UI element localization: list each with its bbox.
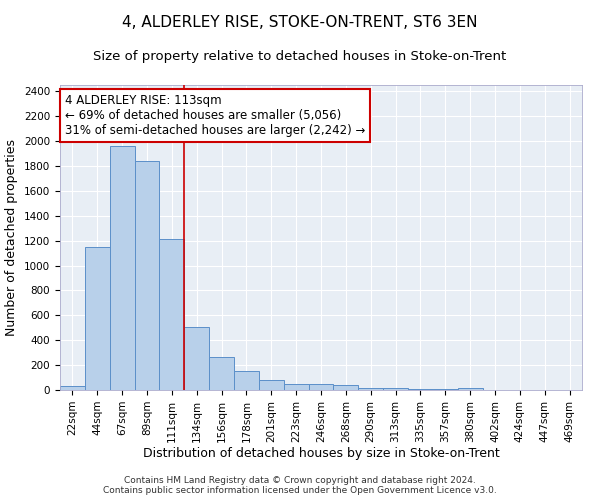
Bar — [284, 384, 308, 390]
Text: 4, ALDERLEY RISE, STOKE-ON-TRENT, ST6 3EN: 4, ALDERLEY RISE, STOKE-ON-TRENT, ST6 3E… — [122, 15, 478, 30]
Bar — [259, 380, 284, 390]
Bar — [408, 389, 433, 390]
Bar — [209, 357, 234, 390]
Bar — [160, 240, 184, 390]
Bar — [134, 161, 160, 390]
Bar — [85, 247, 110, 390]
Y-axis label: Number of detached properties: Number of detached properties — [5, 139, 19, 336]
X-axis label: Distribution of detached houses by size in Stoke-on-Trent: Distribution of detached houses by size … — [143, 448, 499, 460]
Bar — [308, 384, 334, 390]
Bar — [383, 388, 408, 390]
Bar — [234, 370, 259, 390]
Bar — [184, 326, 209, 390]
Text: Contains HM Land Registry data © Crown copyright and database right 2024.
Contai: Contains HM Land Registry data © Crown c… — [103, 476, 497, 495]
Bar — [358, 388, 383, 390]
Bar — [458, 388, 482, 390]
Text: Size of property relative to detached houses in Stoke-on-Trent: Size of property relative to detached ho… — [94, 50, 506, 63]
Bar — [60, 386, 85, 390]
Bar — [110, 146, 134, 390]
Bar — [334, 385, 358, 390]
Text: 4 ALDERLEY RISE: 113sqm
← 69% of detached houses are smaller (5,056)
31% of semi: 4 ALDERLEY RISE: 113sqm ← 69% of detache… — [65, 94, 365, 137]
